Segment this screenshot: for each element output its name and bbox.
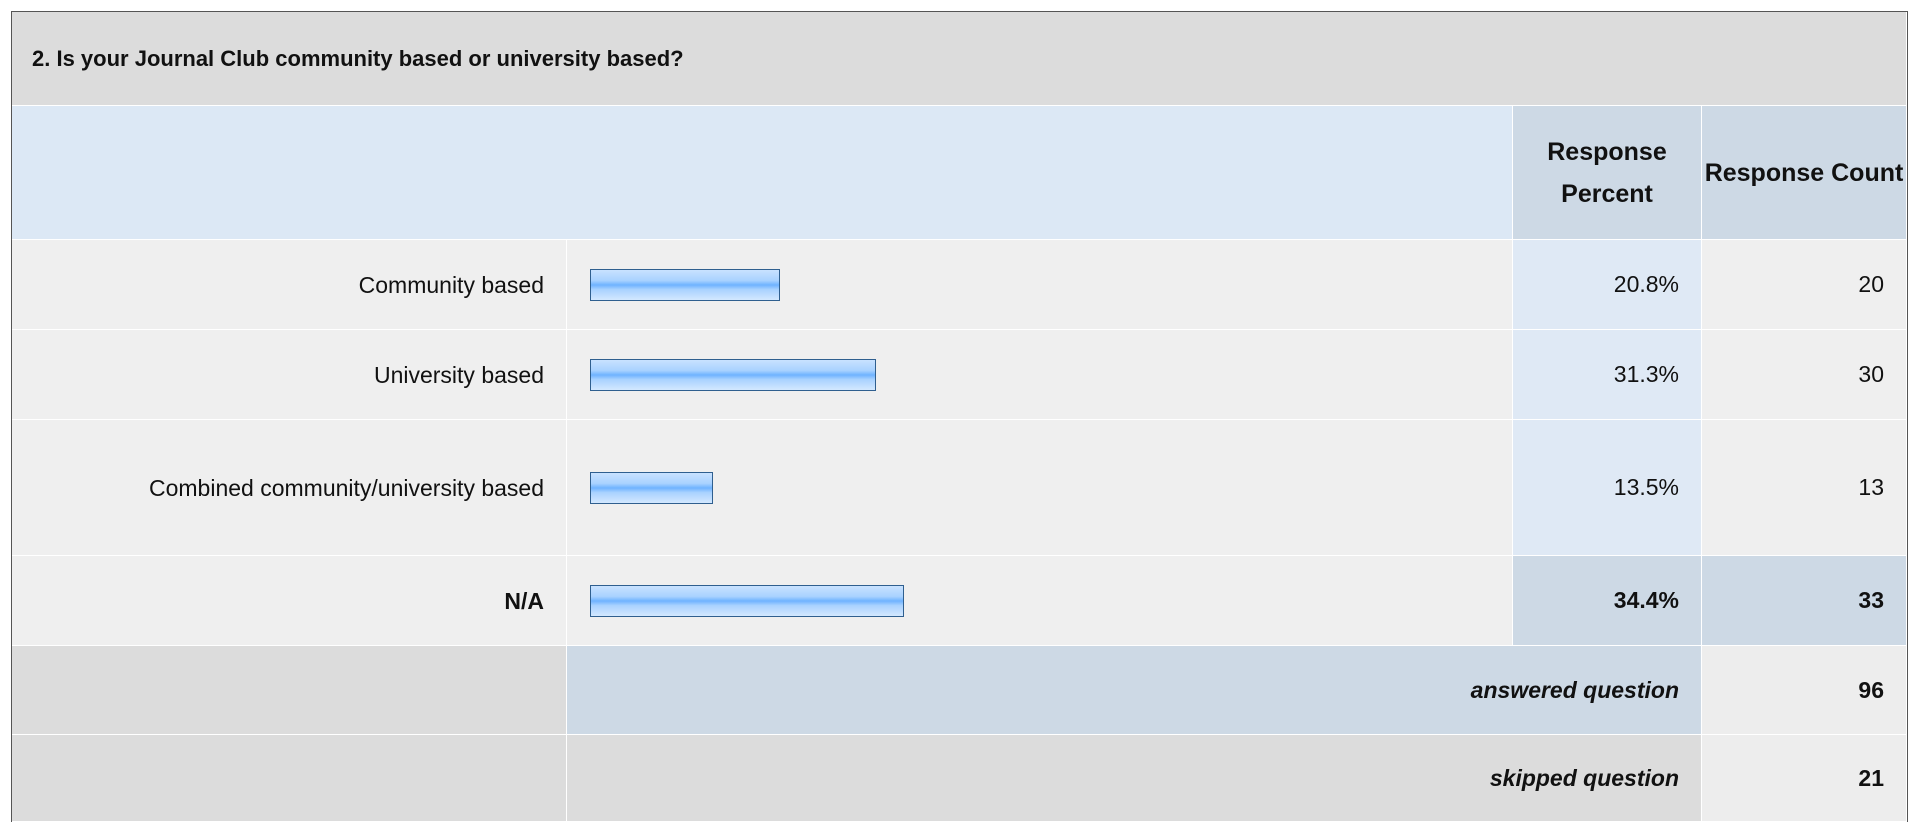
header-percent: Response Percent — [1513, 106, 1702, 240]
bar — [590, 585, 905, 617]
summary-blank — [12, 646, 567, 735]
bar-cell — [567, 420, 1513, 556]
bar — [590, 359, 876, 391]
row-label: N/A — [12, 556, 567, 646]
answered-label: answered question — [567, 646, 1702, 735]
response-percent: 13.5% — [1513, 420, 1702, 556]
response-count: 30 — [1702, 330, 1907, 420]
response-count: 33 — [1702, 556, 1907, 646]
header-count: Response Count — [1702, 106, 1907, 240]
bar-cell — [567, 330, 1513, 420]
response-count: 20 — [1702, 240, 1907, 330]
row-label: Combined community/university based — [12, 420, 567, 556]
skipped-label: skipped question — [567, 735, 1702, 822]
summary-blank — [12, 735, 567, 822]
skipped-count: 21 — [1702, 735, 1907, 822]
response-percent: 31.3% — [1513, 330, 1702, 420]
bar — [590, 472, 714, 504]
bar — [590, 269, 780, 301]
row-label: University based — [12, 330, 567, 420]
response-percent: 34.4% — [1513, 556, 1702, 646]
answered-count: 96 — [1702, 646, 1907, 735]
row-label: Community based — [12, 240, 567, 330]
header-blank — [12, 106, 1513, 240]
question-title: 2. Is your Journal Club community based … — [12, 12, 1907, 106]
response-percent: 20.8% — [1513, 240, 1702, 330]
response-count: 13 — [1702, 420, 1907, 556]
